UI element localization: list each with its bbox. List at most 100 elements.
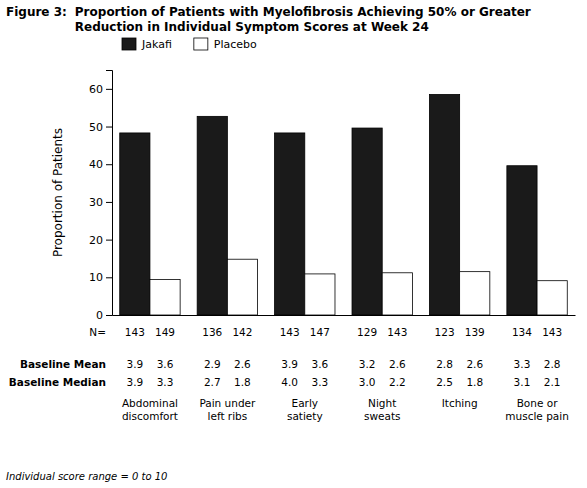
table-cell: 3.1 [514,376,531,388]
table-cell: 3.6 [157,358,174,370]
plot-area: 0 10 20 30 40 50 60 [89,71,576,323]
table-cell: 3.3 [157,376,174,388]
category-label-line: discomfort [122,410,178,422]
y-tick: 30 [89,196,112,209]
table-cell: 3.0 [359,376,376,388]
legend-swatch [194,38,208,50]
subtitle-line: Reduction in Individual Symptom Scores a… [75,20,429,34]
legend-swatch [122,38,136,50]
subtitle: Proportion of Patients with Myelofibrosi… [75,5,531,34]
chart: Figure 3: Proportion of Patients with Mye… [0,0,587,488]
table: N=143136143129123134149142147143139143Ba… [9,326,569,422]
bars [120,95,568,316]
y-tick: 60 [89,83,112,96]
y-tick-label: 50 [89,121,103,134]
category-label-line: Itching [442,397,478,409]
table-cell: 123 [435,326,455,338]
category-label-line: Pain under [199,397,256,409]
category-label: Abdominaldiscomfort [122,397,178,422]
y-tick-mark [106,277,112,278]
category-label-line: sweats [364,410,401,422]
table-cell: 147 [310,326,330,338]
y-tick: 50 [89,121,112,134]
table-cell: 3.9 [281,358,298,370]
category-label-line: Abdominal [122,397,178,409]
subtitle-line: Proportion of Patients with Myelofibrosi… [75,5,531,19]
y-tick-mark [106,127,112,128]
table-cell: 2.7 [204,376,221,388]
table-cell: 2.6 [234,358,251,370]
table-row-label: N= [89,326,106,338]
y-tick-label: 60 [89,83,103,96]
table-cell: 143 [125,326,145,338]
y-tick: 20 [89,234,112,247]
category-label-line: satiety [287,410,323,422]
table-cell: 3.6 [312,358,329,370]
table-cell: 3.3 [514,358,531,370]
bar [507,166,537,315]
table-cell: 3.3 [312,376,329,388]
legend: Jakafi Placebo [122,38,257,51]
table-cell: 149 [155,326,175,338]
table-cell: 2.2 [389,376,406,388]
y-tick: 40 [89,158,112,171]
table-cell: 2.5 [436,376,453,388]
bar [537,281,567,315]
category-label-line: Night [368,397,396,409]
table-cell: 4.0 [281,376,298,388]
y-tick-label: 40 [89,158,103,171]
table-cell: 134 [512,326,532,338]
table-cell: 143 [542,326,562,338]
table-row-label: Baseline Median [9,376,106,388]
table-cell: 2.1 [544,376,561,388]
bar-series [120,95,537,316]
x-axis [113,315,576,316]
table-cell: 2.6 [389,358,406,370]
table-row-label: Baseline Mean [20,358,106,370]
y-tick: 0 [96,309,112,322]
table-cell: 3.9 [126,358,143,370]
y-tick-label: 30 [89,196,103,209]
table-cell: 143 [387,326,407,338]
legend-label: Placebo [214,38,257,51]
y-tick-label: 0 [96,309,103,322]
bar-series [150,259,567,315]
table-cell: 2.6 [466,358,483,370]
category-label-line: Early [292,397,319,409]
legend-item: Placebo [194,38,257,51]
table-cell: 129 [357,326,377,338]
y-tick-mark [106,202,112,203]
table-cell: 1.8 [466,376,483,388]
table-cell: 3.2 [359,358,376,370]
footnote: Individual score range = 0 to 10 [6,471,167,482]
bar [352,128,382,315]
y-tick-mark [106,89,112,90]
category-label-line: left ribs [208,410,248,422]
bar [120,133,150,315]
title: Figure 3: [6,5,67,19]
y-tick-label: 10 [89,271,103,284]
y-axis: 0 10 20 30 40 50 60 [89,71,113,323]
category-label: Nightsweats [364,397,401,422]
legend-item: Jakafi [122,38,172,51]
bar [150,280,180,315]
legend-label: Jakafi [141,38,172,51]
bar [197,116,227,315]
bar [382,273,412,315]
table-cell: 2.8 [544,358,561,370]
table-cell: 142 [232,326,252,338]
bar [275,133,305,315]
bar [429,95,459,316]
category-label: Bone ormuscle pain [505,397,569,422]
bar [305,274,335,315]
category-label-line: muscle pain [505,410,569,422]
table-cell: 1.8 [234,376,251,388]
y-tick-mark [106,240,112,241]
bar [227,259,257,315]
y-tick-mark [106,164,112,165]
y-tick-mark [106,315,112,316]
category-label: Itching [442,397,478,409]
y-tick-label: 20 [89,234,103,247]
table-cell: 136 [202,326,222,338]
table-cell: 139 [465,326,485,338]
